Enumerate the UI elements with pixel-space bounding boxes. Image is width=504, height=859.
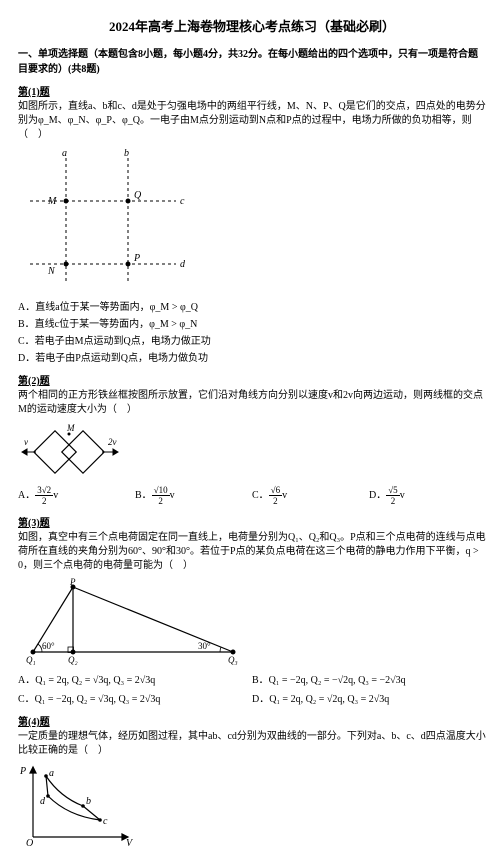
q2-number: 第(2)题 (18, 372, 486, 387)
q3-optA: A．Q₁ = 2q, Q₂ = √3q, Q₃ = 2√3q (18, 671, 252, 686)
q4-stem: 一定质量的理想气体，经历如图过程，其中ab、cd分别为双曲线的一部分。下列对a、… (18, 730, 486, 758)
svg-text:c: c (180, 196, 185, 207)
q3-optD: D．Q₁ = 2q, Q₂ = √2q, Q₃ = 2√3q (252, 690, 486, 705)
q3-stem: 如图，真空中有三个点电荷固定在同一直线上，电荷量分别为Q₁、Q₂和Q₃。P点和三… (18, 531, 486, 573)
q1-options: A．直线a位于某一等势面内，φ_M > φ_Q B．直线c位于某一等势面内，φ_… (18, 298, 486, 364)
q2-optB: B．√102v (135, 485, 252, 506)
q1-optD: D．若电子由P点运动到Q点，电场力做负功 (18, 349, 486, 364)
q1-optC: C．若电子由M点运动到Q点，电场力做正功 (18, 332, 486, 347)
svg-text:v: v (24, 437, 28, 447)
svg-text:P: P (133, 253, 140, 264)
svg-text:M: M (66, 423, 75, 433)
q3-options: A．Q₁ = 2q, Q₂ = √3q, Q₃ = 2√3q B．Q₁ = −2… (18, 671, 486, 705)
q3-number: 第(3)题 (18, 514, 486, 529)
q2-optD: D．√52v (369, 485, 486, 506)
svg-text:O: O (26, 838, 33, 847)
q1-figure: a b c d M Q N P (18, 146, 188, 296)
svg-text:c: c (103, 816, 108, 827)
svg-text:Q₁: Q₁ (26, 655, 36, 665)
q1-number: 第(1)题 (18, 83, 486, 98)
svg-text:M: M (47, 196, 57, 207)
svg-text:Q: Q (134, 190, 142, 201)
svg-text:Q₂: Q₂ (68, 655, 78, 665)
q1-optA: A．直线a位于某一等势面内，φ_M > φ_Q (18, 298, 486, 313)
svg-text:b: b (86, 796, 91, 807)
q2-stem: 两个相同的正方形铁丝框按图所示放置，它们沿对角线方向分别以速度v和2v向两边运动… (18, 389, 486, 417)
svg-text:Q₃: Q₃ (228, 655, 238, 665)
svg-text:b: b (124, 148, 129, 159)
svg-text:a: a (62, 148, 67, 159)
svg-text:60°: 60° (42, 641, 55, 651)
q2-optC: C．√62v (252, 485, 369, 506)
q3-optC: C．Q₁ = −2q, Q₂ = √3q, Q₃ = 2√3q (18, 690, 252, 705)
q3-optB: B．Q₁ = −2q, Q₂ = −√2q, Q₃ = −2√3q (252, 671, 486, 686)
q3-figure: P 60° 30° Q₁ Q₂ Q₃ (18, 577, 248, 667)
svg-text:d: d (180, 259, 186, 270)
svg-text:2v: 2v (108, 437, 117, 447)
svg-text:P: P (19, 766, 26, 777)
q4-number: 第(4)题 (18, 713, 486, 728)
svg-text:30°: 30° (198, 641, 211, 651)
q2-optA: A．3√22v (18, 485, 135, 506)
section-heading: 一、单项选择题（本题包含8小题，每小题4分，共32分。在每小题给出的四个选项中，… (18, 45, 486, 75)
svg-text:d: d (40, 796, 46, 807)
svg-text:a: a (49, 768, 54, 779)
q4-figure: P V O a b c d (18, 762, 138, 847)
svg-text:N: N (47, 266, 56, 277)
q2-figure: v 2v M (18, 421, 138, 481)
svg-text:P: P (69, 577, 76, 587)
q1-stem: 如图所示，直线a、b和c、d是处于匀强电场中的两组平行线，M、N、P、Q是它们的… (18, 100, 486, 142)
q2-options: A．3√22v B．√102v C．√62v D．√52v (18, 485, 486, 506)
page-title: 2024年高考上海卷物理核心考点练习（基础必刷） (18, 16, 486, 35)
q1-optB: B．直线c位于某一等势面内，φ_M > φ_N (18, 315, 486, 330)
svg-text:V: V (126, 838, 134, 847)
